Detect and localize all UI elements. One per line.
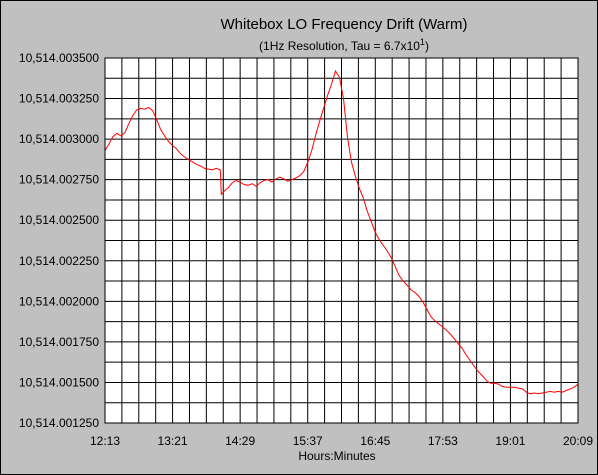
series-line <box>104 69 579 395</box>
chart-subtitle-close: ) <box>425 39 429 53</box>
x-axis-label: Hours:Minutes <box>298 449 375 463</box>
y-tick-label: 10,514.002500 <box>19 213 99 227</box>
x-tick-label: 19:01 <box>495 434 525 448</box>
plot-border <box>104 57 579 424</box>
chart-subtitle: (1Hz Resolution, Tau = 6.7x101) <box>259 37 429 53</box>
chart-subtitle-exponent: 1 <box>420 37 425 47</box>
y-tick-label: 10,514.003500 <box>19 51 99 65</box>
y-tick-label: 10,514.001250 <box>19 416 99 430</box>
x-tick-label: 15:37 <box>293 434 323 448</box>
y-tick-label: 10,514.003000 <box>19 132 99 146</box>
tick-labels: 10,514.003500 10,514.003250 10,514.003000 1… <box>19 51 593 448</box>
y-tick-label: 10,514.003250 <box>19 92 99 106</box>
x-tick-label: 14:29 <box>225 434 255 448</box>
y-tick-label: 10,514.001750 <box>19 335 99 349</box>
x-tick-label: 20:09 <box>563 434 593 448</box>
chart-title: Whitebox LO Frequency Drift (Warm) <box>221 16 468 33</box>
x-tick-label: 13:21 <box>158 434 188 448</box>
x-tick-label: 16:45 <box>360 434 390 448</box>
y-tick-label: 10,514.002000 <box>19 294 99 308</box>
y-tick-label: 10,514.002250 <box>19 254 99 268</box>
x-tick-label: 12:13 <box>90 434 120 448</box>
y-tick-label: 10,514.002750 <box>19 173 99 187</box>
x-tick-label: 17:53 <box>428 434 458 448</box>
grid <box>105 58 578 423</box>
chart-subtitle-text: (1Hz Resolution, Tau = 6.7x10 <box>259 39 420 53</box>
y-tick-label: 10,514.001500 <box>19 375 99 389</box>
